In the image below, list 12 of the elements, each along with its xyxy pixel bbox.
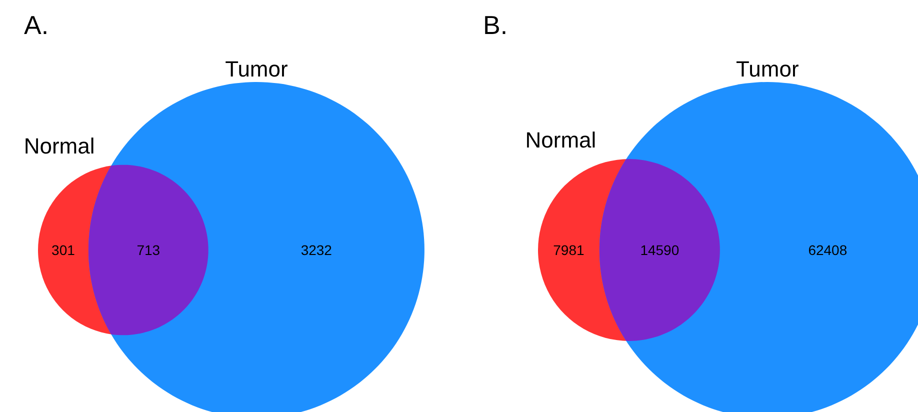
category-label: Normal <box>525 128 596 153</box>
category-label: Tumor <box>225 56 288 82</box>
text: A. <box>24 10 49 40</box>
data-label: 713 <box>136 242 160 258</box>
category-label: Normal <box>24 133 95 158</box>
data-label: 3232 <box>300 242 332 258</box>
category-label: Tumor <box>736 56 799 82</box>
data-label: 7981 <box>553 242 584 258</box>
data-label: 301 <box>52 242 76 258</box>
data-label: 62408 <box>808 242 848 258</box>
data-label: 14590 <box>640 242 680 258</box>
text: B. <box>483 10 508 40</box>
